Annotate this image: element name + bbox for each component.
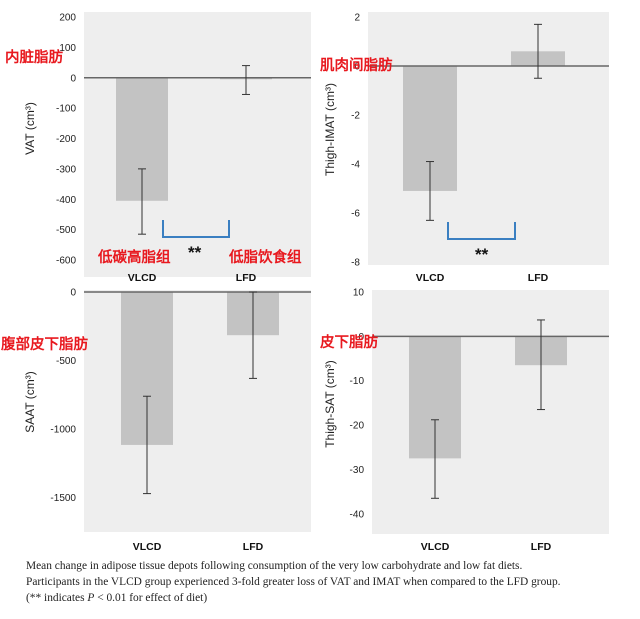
chart2-ytick-label: 2 [354, 13, 360, 24]
chart4-ytick-label: -20 [350, 421, 365, 432]
chart4-ytick-label: 10 [353, 288, 365, 299]
chart1-ytick-label: -100 [56, 104, 76, 115]
chart4-y-axis-title: Thigh-SAT (cm³) [323, 360, 337, 448]
chart2-significance-bracket [447, 222, 516, 240]
chart1-category-label-vlcd: VLCD [128, 272, 157, 284]
chart2-y-axis-title: Thigh-IMAT (cm³) [323, 83, 337, 176]
chart1-ytick-label: 0 [70, 73, 76, 84]
chart4-category-label-lfd: LFD [531, 541, 552, 553]
chart1-ytick-label: 200 [59, 13, 76, 24]
chart1-ytick-label: -600 [56, 256, 76, 267]
caption-p-symbol: P [87, 592, 95, 604]
chart4-ytick-label: 0 [358, 332, 364, 343]
chart3-category-label-vlcd: VLCD [133, 541, 162, 553]
chart2-ytick-label: -2 [351, 111, 360, 122]
chart3-chinese-annotation: 腹部皮下脂肪 [1, 335, 88, 353]
chart1-group-annotation-2: 低脂饮食组 [228, 248, 302, 266]
chart2-significance-marker: ** [475, 245, 489, 264]
caption-line-3: (** indicates P < 0.01 for effect of die… [26, 590, 626, 606]
chart1-y-axis-title: VAT (cm³) [23, 102, 37, 155]
chart4-category-label-vlcd: VLCD [421, 541, 450, 553]
chart1-group-annotation-1: 低碳高脂组 [97, 248, 171, 266]
chart3-ytick-label: -500 [56, 356, 76, 367]
chart1-ytick-label: -200 [56, 134, 76, 145]
chart3-ytick-label: 0 [70, 288, 76, 299]
chart1-ytick-label: -500 [56, 225, 76, 236]
chart3-ytick-label: -1500 [50, 493, 76, 504]
chart1-category-label-lfd: LFD [236, 272, 257, 284]
chart4-ytick-label: -10 [350, 376, 365, 387]
chart1-significance-bracket [162, 220, 230, 238]
caption-line-3-prefix: (** indicates [26, 592, 88, 604]
caption-line-1: Mean change in adipose tissue depots fol… [26, 560, 523, 572]
chart4-ytick-label: -40 [350, 509, 365, 520]
chart1-ytick-label: -400 [56, 195, 76, 206]
chart2-category-label-lfd: LFD [528, 272, 549, 284]
chart2-ytick-label: -4 [351, 160, 360, 171]
chart2-ytick-label: 0 [354, 62, 360, 73]
figure-caption: Mean change in adipose tissue depots fol… [26, 558, 626, 606]
chart4-chinese-annotation: 皮下脂肪 [320, 333, 378, 351]
chart2-ytick-label: -8 [351, 258, 360, 269]
chart1-chinese-annotation: 内脏脂肪 [5, 48, 63, 66]
chart1-ytick-label: -300 [56, 164, 76, 175]
chart1-significance-marker: ** [188, 243, 202, 262]
chart3-category-label-lfd: LFD [243, 541, 264, 553]
caption-line-3-suffix: < 0.01 for effect of diet) [94, 592, 208, 604]
chart2-chinese-annotation: 肌肉间脂肪 [320, 56, 393, 74]
caption-line-2: Participants in the VLCD group experienc… [26, 576, 561, 588]
chart3-ytick-label: -1000 [50, 425, 76, 436]
chart2-ytick-label: -6 [351, 209, 360, 220]
chart1-ytick-label: 100 [59, 43, 76, 54]
chart2-category-label-vlcd: VLCD [416, 272, 445, 284]
chart4-ytick-label: -30 [350, 465, 365, 476]
chart3-y-axis-title: SAAT (cm³) [23, 371, 37, 433]
